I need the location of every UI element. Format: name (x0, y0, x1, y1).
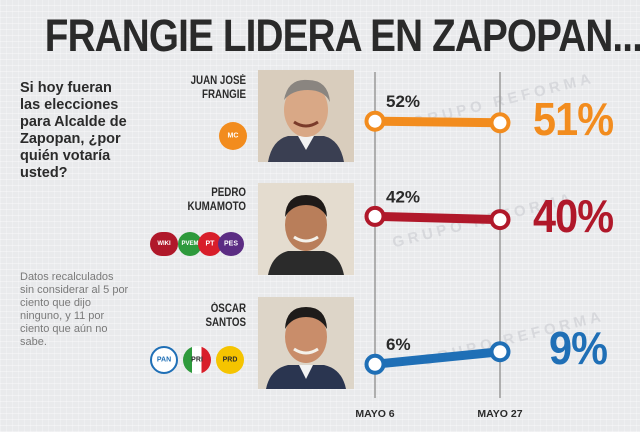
series-line (370, 211, 505, 225)
end-value-label: 40% (533, 189, 614, 242)
headline: FRANGIE LIDERA EN ZAPOPAN... (44, 10, 640, 61)
candidate-name: JUAN JOSÉ FRANGIE (153, 74, 246, 102)
party-logo-label: PAN (156, 356, 172, 364)
survey-question: Si hoy fueran las elecciones para Alcald… (20, 80, 127, 181)
series-line (370, 116, 505, 128)
candidate-photo (258, 297, 354, 389)
party-logo-label: PRD (222, 356, 238, 364)
pan-party-logo: PAN (150, 346, 178, 374)
data-point (489, 209, 511, 231)
candidate-name-line2: KUMAMOTO (187, 201, 246, 213)
data-point (364, 205, 386, 227)
data-point (364, 110, 386, 132)
start-value-label: 42% (386, 187, 420, 206)
end-value-label: 9% (549, 321, 608, 374)
candidate-name-line1: JUAN JOSÉ (190, 75, 246, 87)
wiki-party-logo: WIKI (150, 232, 178, 256)
pri-party-logo: PRI (183, 346, 211, 374)
candidate-name-line1: ÓSCAR (210, 303, 246, 315)
candidate-name-line2: SANTOS (205, 317, 246, 329)
party-logo-label: PVEM (181, 241, 199, 247)
prd-party-logo: PRD (216, 346, 244, 374)
candidate-name-line1: PEDRO (211, 187, 246, 199)
start-value-label: 6% (386, 335, 411, 354)
party-logo-label: PRI (191, 356, 203, 364)
pes-party-logo: PES (218, 232, 244, 256)
methodology-note: Datos recalculados sin considerar al 5 p… (20, 271, 129, 348)
series-line (370, 347, 505, 369)
candidate-photo (258, 183, 354, 275)
mc-party-logo: MC (219, 122, 247, 150)
candidate-photo (258, 70, 354, 162)
party-logo-label: PES (223, 240, 238, 248)
x-tick-label: MAYO 6 (355, 408, 394, 420)
start-value-label: 52% (386, 92, 420, 111)
candidate-name: PEDRO KUMAMOTO (153, 186, 246, 214)
data-point (489, 112, 511, 134)
party-logo-label: WIKI (157, 241, 171, 247)
party-logo-label: PT (205, 240, 215, 248)
x-tick-label: MAYO 27 (477, 408, 522, 420)
candidate-name-line2: FRANGIE (202, 89, 246, 101)
candidate-name: ÓSCAR SANTOS (153, 302, 246, 330)
end-value-label: 51% (533, 92, 614, 145)
party-logo-label: MC (227, 132, 239, 140)
data-point (489, 341, 511, 363)
data-point (364, 353, 386, 375)
